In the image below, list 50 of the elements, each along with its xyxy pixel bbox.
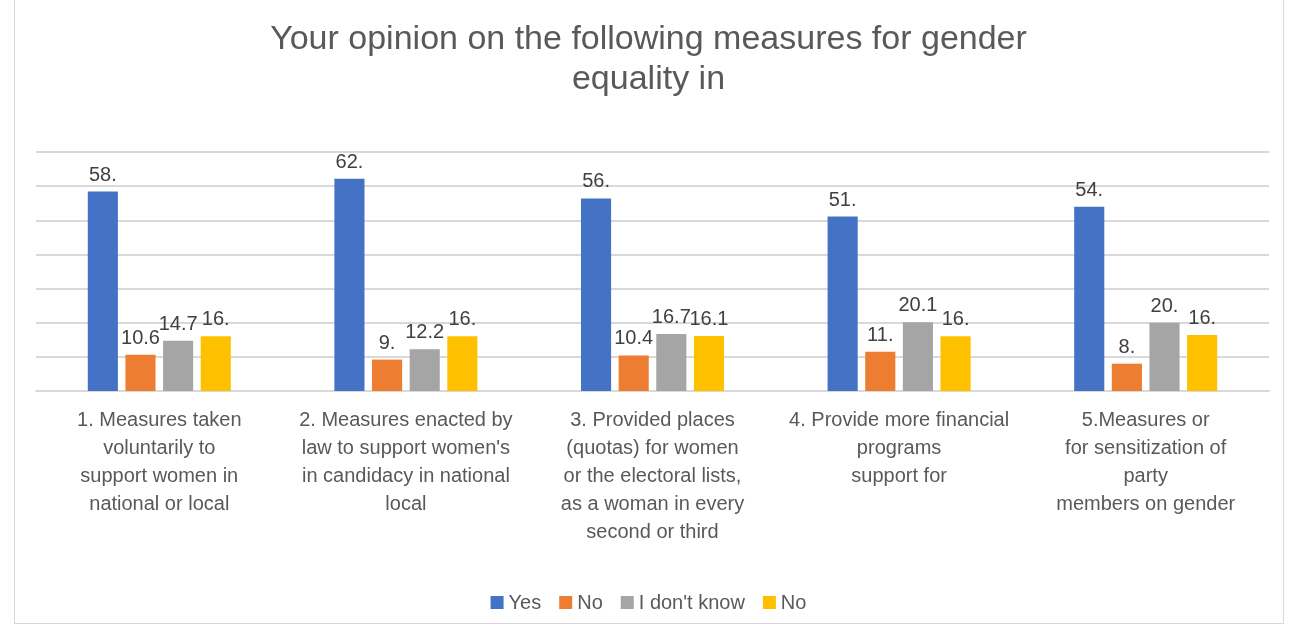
bar [580, 198, 612, 391]
x-tick-label: 4. Provide more financial programs support for [789, 408, 1010, 486]
bar [865, 351, 896, 391]
bar [827, 216, 858, 391]
data-label: 16. [1188, 306, 1217, 329]
legend-label: No [780, 591, 807, 613]
data-label: 12.2 [405, 320, 445, 343]
data-label: 11. [867, 322, 894, 345]
legend-label: I don't know [638, 591, 746, 613]
bar [163, 340, 194, 391]
bar [334, 178, 365, 391]
bar [409, 349, 440, 391]
bar [1187, 335, 1218, 391]
bar [125, 354, 156, 391]
data-label: 8. [1118, 334, 1136, 357]
legend-label: Yes [508, 591, 542, 613]
x-tick-label: 3. Provided places (quotas) for women or the electoral lists, as a woman in every second or third [560, 408, 745, 542]
x-tick-label: 2. Measures enacted by law to support women's in candidacy in national local [299, 408, 513, 514]
bar [447, 336, 478, 391]
data-label: 16. [201, 307, 230, 330]
data-label: 16. [448, 307, 477, 330]
bar [372, 359, 403, 391]
bar [902, 322, 933, 391]
data-label: 51. [828, 187, 857, 210]
data-label: 54. [1075, 177, 1104, 200]
bar [618, 355, 649, 391]
bar [940, 336, 971, 391]
data-label: 10.6 [121, 325, 160, 348]
data-label: 20. [1150, 293, 1179, 316]
data-label: 58. [88, 162, 117, 185]
bar [1111, 363, 1142, 391]
bar [1074, 206, 1105, 391]
data-label: 20.1 [898, 293, 938, 316]
x-tick-label: 1. Measures taken voluntarily to support women in national or local [77, 408, 242, 514]
data-label: 16. [941, 307, 970, 330]
bar [1149, 322, 1180, 391]
data-label: 16.7 [651, 304, 691, 327]
data-label: 16.1 [689, 307, 729, 330]
data-label: 9. [378, 330, 396, 353]
bar [656, 333, 687, 391]
data-label: 62. [335, 149, 364, 172]
chart-title: Your opinion on the following measures for gender equality in [270, 18, 1027, 96]
legend-label: No [577, 591, 603, 613]
data-label: 14.7 [158, 311, 198, 334]
data-label: 56. [582, 169, 610, 192]
bar [200, 336, 231, 391]
x-tick-label: 5.Measures or for sensitization of party members on gender [1056, 408, 1236, 514]
bar [693, 336, 725, 391]
bar [87, 191, 118, 391]
data-label: 10.4 [614, 326, 654, 349]
